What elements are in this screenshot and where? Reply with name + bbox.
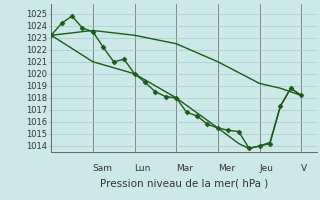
Text: Mer: Mer: [218, 164, 235, 173]
Text: Mar: Mar: [176, 164, 193, 173]
Text: V: V: [301, 164, 307, 173]
Text: Jeu: Jeu: [260, 164, 274, 173]
Text: Pression niveau de la mer( hPa ): Pression niveau de la mer( hPa ): [100, 179, 268, 189]
Text: Lun: Lun: [134, 164, 151, 173]
Text: Sam: Sam: [93, 164, 113, 173]
